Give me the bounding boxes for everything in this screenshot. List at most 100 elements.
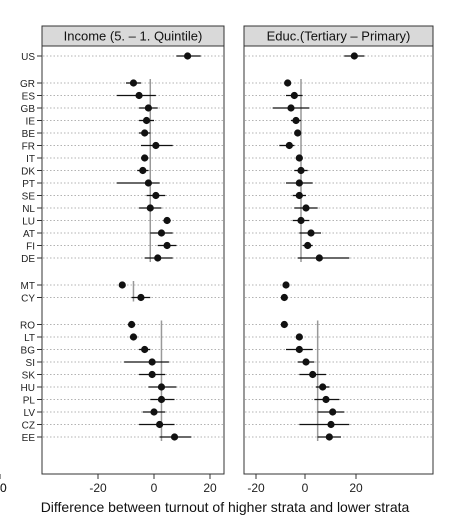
estimate-point [322,395,330,404]
panel-2: Educ.(Tertiary – Primary) -20 0 20 40 [0,25,434,495]
estimate-point [137,293,145,302]
estimate-point [141,129,149,137]
country-label: LU [22,217,35,228]
estimate-point [292,116,300,125]
country-label: GR [20,79,35,90]
x-tick-label: 20 [349,481,363,495]
estimate-point [135,91,143,100]
estimate-point [150,408,158,416]
x-tick-label: -20 [89,481,107,495]
country-label: PL [23,396,36,407]
country-label: US [21,52,35,63]
x-tick-label: 0 [302,481,309,495]
estimate-point [142,116,151,125]
country-label: AT [23,229,35,240]
plot-frame [41,45,225,475]
estimate-point [319,383,327,391]
estimate-point [327,420,335,429]
estimate-point [141,154,149,162]
estimate-point [302,204,310,212]
estimate-point [129,79,138,87]
x-tick-label: 40 [0,481,7,495]
estimate-point [118,281,126,289]
estimate-point [152,141,160,150]
country-label: CZ [22,421,35,432]
country-label: MT [21,281,35,292]
estimate-point [144,179,152,187]
estimate-point [170,433,179,441]
estimate-point [148,370,156,379]
estimate-point [148,358,156,366]
estimate-point [139,166,147,175]
country-label: PT [22,179,35,190]
estimate-point [152,191,160,200]
country-label: CY [21,294,35,305]
estimate-point [307,229,315,237]
estimate-point [297,166,305,175]
country-label: HU [21,383,35,394]
estimate-point [290,91,298,100]
estimate-point [295,345,303,354]
country-label: RO [20,321,35,332]
estimate-point [350,52,358,60]
country-label: IT [26,154,35,165]
estimate-point [144,104,152,112]
panel-title: Income (5. – 1. Quintile) [64,29,203,44]
estimate-point [280,320,288,329]
estimate-point [297,216,305,225]
x-tick-label: 0 [151,481,158,495]
country-label: FR [22,142,35,153]
estimate-point [128,320,136,329]
estimate-point [282,281,290,289]
estimate-point [287,104,295,112]
estimate-point [163,216,171,225]
estimate-point [285,141,293,150]
country-label: NL [22,204,35,215]
estimate-point [156,420,164,429]
estimate-point [157,395,166,404]
country-label: BG [21,346,36,357]
plot-frame [243,45,434,475]
estimate-point [284,79,292,87]
country-label: EE [22,433,36,444]
x-tick-label: 40 [0,481,7,495]
estimate-point [157,229,166,237]
estimate-point [295,154,303,162]
country-label: DE [21,254,35,265]
estimate-point [329,408,337,416]
country-label: SI [26,358,35,369]
estimate-point [184,52,192,60]
estimate-point [154,254,162,262]
estimate-point [163,241,171,250]
estimate-point [294,129,302,137]
estimate-point [146,204,154,212]
x-tick-label: -20 [247,481,265,495]
estimate-point [325,433,333,441]
x-axis-label: Difference between turnout of higher str… [41,499,410,515]
country-label: LV [24,408,36,419]
country-label: ES [22,92,36,103]
country-label: SK [22,371,36,382]
country-label: DK [21,167,35,178]
country-label: FI [26,242,35,253]
country-label: IE [26,117,36,128]
country-label: BE [22,129,36,140]
estimate-point [280,293,288,302]
x-tick-label: 20 [203,481,217,495]
country-label: SE [22,192,36,203]
estimate-point [295,179,303,187]
estimate-point [315,254,323,262]
estimate-point [304,241,312,250]
estimate-point [295,333,303,341]
estimate-point [129,333,138,341]
estimate-point [309,370,317,379]
country-label: LT [24,333,35,344]
country-label: GB [21,104,36,115]
estimate-point [302,358,310,366]
estimate-point [141,345,149,354]
estimate-point [157,383,166,391]
panel-title: Educ.(Tertiary – Primary) [267,29,411,44]
estimate-point [295,191,303,200]
